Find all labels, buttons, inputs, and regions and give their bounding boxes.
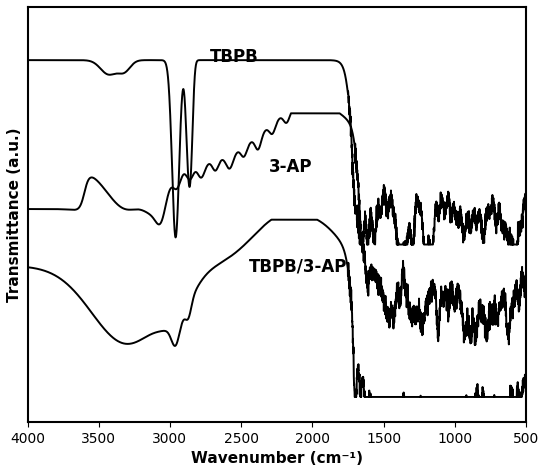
X-axis label: Wavenumber (cm⁻¹): Wavenumber (cm⁻¹)	[191, 451, 363, 466]
Y-axis label: Transmittance (a.u.): Transmittance (a.u.)	[7, 127, 22, 302]
Text: TBPB: TBPB	[210, 48, 258, 66]
Text: TBPB/3-AP: TBPB/3-AP	[249, 257, 347, 275]
Text: 3-AP: 3-AP	[269, 158, 313, 176]
